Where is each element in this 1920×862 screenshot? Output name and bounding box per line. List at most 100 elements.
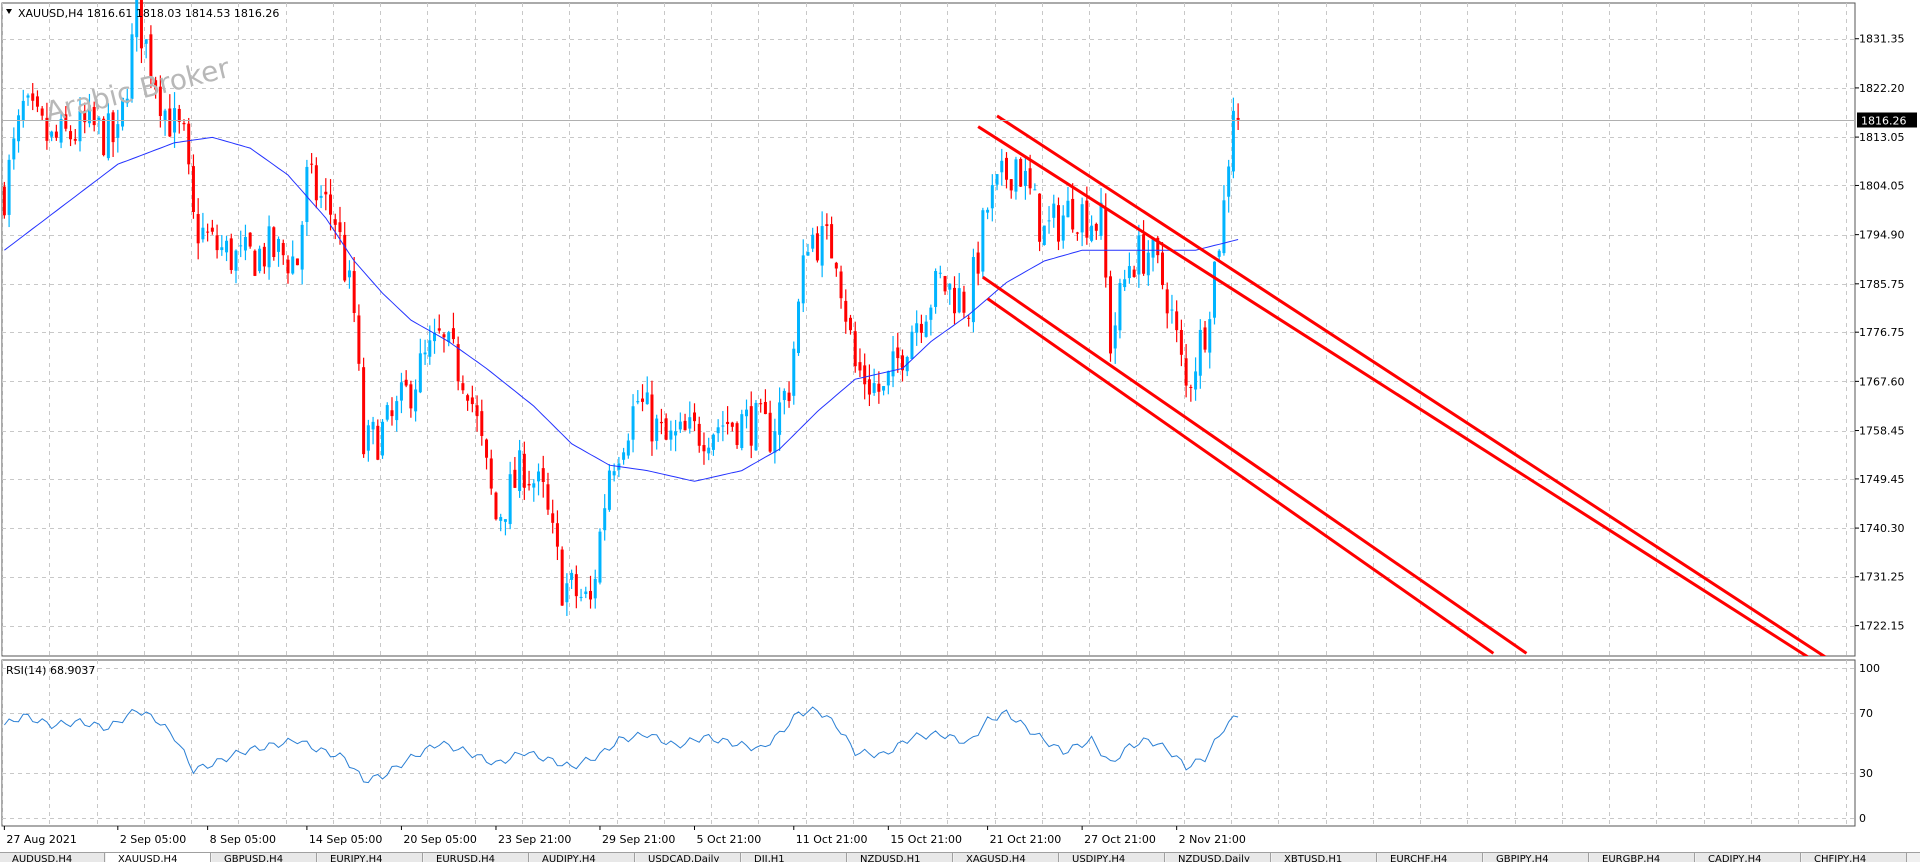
candle-body bbox=[1019, 159, 1023, 187]
candle-body bbox=[853, 331, 857, 367]
candle-body bbox=[626, 440, 630, 456]
bear-candle bbox=[324, 178, 328, 211]
bear-candle bbox=[248, 232, 252, 249]
bull-candle bbox=[518, 439, 522, 498]
candle-body bbox=[177, 108, 181, 122]
bear-candle bbox=[177, 104, 181, 134]
channel-trend-line bbox=[996, 114, 1827, 656]
bear-candle bbox=[92, 101, 96, 132]
bull-candle bbox=[1090, 215, 1094, 243]
bear-candle bbox=[574, 565, 578, 609]
bear-candle bbox=[1179, 319, 1183, 367]
chart-tab[interactable]: NZDUSD,H1 bbox=[848, 853, 953, 862]
rsi-tick-label: 30 bbox=[1859, 767, 1873, 780]
candle-body bbox=[1236, 117, 1240, 120]
candle-body bbox=[414, 389, 418, 412]
candle-body bbox=[2, 186, 6, 216]
bull-candle bbox=[371, 416, 375, 445]
bull-candle bbox=[1023, 157, 1027, 200]
chart-tab[interactable]: USDCAD,Daily bbox=[636, 853, 741, 862]
chart-tab[interactable]: DJI,H1 bbox=[742, 853, 847, 862]
candle-body bbox=[116, 124, 120, 138]
chart-tab[interactable]: XAUUSD,H4 bbox=[106, 853, 211, 862]
chart-tab[interactable]: AUDJPY,H4 bbox=[530, 853, 635, 862]
candle-body bbox=[612, 471, 616, 476]
bull-candle bbox=[1118, 278, 1122, 339]
candle-body bbox=[385, 405, 389, 420]
chart-tab[interactable]: GBPUSD,H4 bbox=[212, 853, 317, 862]
candle-body bbox=[867, 379, 871, 395]
candle-body bbox=[952, 287, 956, 314]
bear-candle bbox=[314, 157, 318, 209]
candle-body bbox=[749, 406, 753, 446]
candle-body bbox=[1198, 329, 1202, 376]
bear-candle bbox=[102, 116, 106, 157]
chart-tab-bar: AUDUSD,H4 XAUUSD,H4 GBPUSD,H4 EURJPY,H4 EURU… bbox=[0, 852, 1920, 862]
chart-tab[interactable]: EURCHF,H4 bbox=[1378, 853, 1483, 862]
bear-candle bbox=[1189, 384, 1193, 402]
bear-candle bbox=[759, 398, 763, 413]
bull-candle bbox=[1014, 156, 1018, 200]
bear-candle bbox=[64, 106, 68, 132]
chart-tab-label: CADJPY,H4 bbox=[1708, 854, 1762, 862]
candle-body bbox=[967, 317, 971, 319]
chart-tab[interactable]: NZDUSD,Daily bbox=[1166, 853, 1271, 862]
bull-candle bbox=[1123, 269, 1127, 291]
bear-candle bbox=[40, 106, 44, 121]
candle-body bbox=[1227, 166, 1231, 197]
candle-body bbox=[229, 238, 233, 270]
bear-candle bbox=[357, 304, 361, 371]
chart-tab[interactable]: XAGUSD,H4 bbox=[954, 853, 1059, 862]
chart-tab[interactable]: EURUSD,H4 bbox=[424, 853, 529, 862]
price-tick-label: 1785.75 bbox=[1859, 278, 1905, 291]
current-price-box bbox=[1857, 112, 1917, 128]
channel-trend-line bbox=[977, 125, 1810, 656]
bull-candle bbox=[59, 113, 63, 149]
bear-candle bbox=[877, 371, 881, 404]
candle-body bbox=[158, 86, 162, 117]
bull-candle bbox=[645, 376, 649, 405]
chart-tab[interactable]: CADJPY,H4 bbox=[1696, 853, 1801, 862]
time-tick-label: 20 Sep 05:00 bbox=[403, 833, 476, 846]
chart-tab[interactable]: GBPJPY,H4 bbox=[1484, 853, 1589, 862]
bear-candle bbox=[1038, 193, 1042, 252]
bull-candle bbox=[886, 370, 890, 395]
bull-candle bbox=[121, 97, 125, 131]
bull-candle bbox=[1080, 197, 1084, 247]
chart-tab[interactable]: AUDUSD,H4 bbox=[0, 853, 105, 862]
chart-tab[interactable]: CHFJPY,H4 bbox=[1802, 853, 1907, 862]
bear-candle bbox=[1056, 197, 1060, 251]
candle-body bbox=[555, 523, 559, 547]
bull-candle bbox=[934, 268, 938, 314]
price-tick-label: 1731.25 bbox=[1859, 571, 1905, 584]
bull-candle bbox=[603, 494, 607, 541]
candle-body bbox=[144, 39, 148, 44]
bear-candle bbox=[1203, 320, 1207, 353]
price-panel-frame bbox=[1, 2, 1856, 657]
candle-body bbox=[730, 422, 734, 427]
chart-tab[interactable]: EURGBP,H4 bbox=[1590, 853, 1695, 862]
candle-body bbox=[1165, 289, 1169, 314]
chart-tab[interactable]: XBTUSD,H1 bbox=[1272, 853, 1377, 862]
candle-body bbox=[366, 425, 370, 451]
candle-body bbox=[1066, 200, 1070, 218]
bull-candle bbox=[674, 419, 678, 452]
bear-candle bbox=[551, 499, 555, 534]
bear-candle bbox=[461, 375, 465, 394]
price-tick-label: 1740.30 bbox=[1859, 522, 1905, 535]
candle-body bbox=[319, 195, 323, 198]
chart-tab-label: AUDUSD,H4 bbox=[12, 854, 73, 862]
bear-candle bbox=[69, 125, 73, 147]
candle-body bbox=[593, 578, 597, 599]
chart-tab[interactable]: USDJPY,H4 bbox=[1060, 853, 1165, 862]
candle-body bbox=[305, 166, 309, 223]
chart-tab[interactable]: EURJPY,H4 bbox=[318, 853, 423, 862]
candle-body bbox=[87, 105, 91, 124]
bull-candle bbox=[447, 330, 451, 347]
time-tick-label: 5 Oct 21:00 bbox=[697, 833, 762, 846]
bear-candle bbox=[333, 213, 337, 240]
candle-body bbox=[759, 403, 763, 405]
bull-candle bbox=[626, 433, 630, 459]
bull-candle bbox=[381, 419, 385, 459]
